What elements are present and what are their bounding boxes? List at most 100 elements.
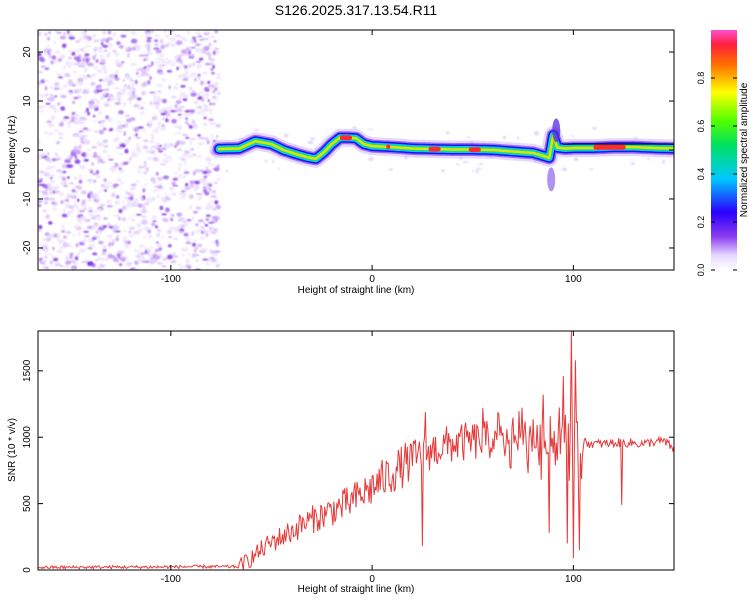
noise-speck [184,120,189,125]
noise-speck [171,62,175,67]
noise-speck [215,264,219,268]
noise-speck [185,137,190,139]
noise-speck [403,156,408,160]
noise-speck [136,68,143,71]
noise-speck [122,101,127,107]
y-tick-label: 10 [22,95,33,107]
noise-speck [215,123,221,128]
noise-speck [118,208,123,214]
noise-speck [210,250,215,254]
noise-speck [178,96,182,100]
noise-speck [204,205,211,211]
trace-hotspot [386,144,391,150]
noise-speck [171,214,175,217]
noise-speck [205,257,212,262]
noise-speck [113,31,117,37]
noise-speck [149,246,153,249]
noise-speck [59,192,64,197]
noise-speck [62,65,67,70]
noise-speck [310,137,316,141]
colorbar-tick-label: 0.0 [696,264,706,277]
noise-speck [138,54,146,57]
noise-speck [51,105,57,110]
noise-speck [44,232,50,237]
noise-speck [195,184,199,187]
noise-speck [51,55,57,60]
noise-speck [57,102,61,106]
noise-speck [72,70,77,74]
noise-speck [56,140,60,144]
noise-speck [43,264,47,270]
noise-speck [67,65,72,69]
noise-speck [73,225,80,229]
noise-speck [177,125,183,130]
noise-speck [109,167,116,172]
noise-speck [173,55,179,59]
noise-speck [62,242,69,248]
noise-speck [158,71,164,76]
noise-speck [212,139,217,143]
noise-speck [64,73,71,78]
noise-speck [46,253,53,256]
noise-speck [151,222,156,226]
noise-speck [161,98,167,104]
noise-speck [114,230,121,233]
noise-speck [136,213,142,216]
noise-speck [161,159,169,162]
noise-speck [51,207,58,211]
noise-speck [193,245,199,249]
noise-speck [210,163,216,166]
noise-speck [71,51,76,56]
noise-speck [114,193,117,198]
noise-speck [445,131,450,135]
noise-speck [208,112,213,115]
noise-speck [108,73,116,79]
noise-speck [129,96,134,99]
noise-speck [141,91,146,96]
noise-speck [106,37,113,41]
noise-speck [172,252,176,256]
noise-speck [160,236,166,238]
noise-speck [88,206,93,212]
noise-speck [191,216,195,221]
noise-speck [102,225,108,228]
noise-speck [54,50,61,54]
noise-speck [88,244,96,247]
noise-speck [53,129,59,132]
noise-speck [130,38,138,44]
noise-speck [102,245,107,248]
noise-speck [144,183,148,186]
noise-speck [97,142,104,147]
colorbar-ticks: 0.0 0.2 0.4 0.6 0.8 [696,72,737,277]
noise-speck [116,235,119,238]
noise-speck [189,180,195,183]
noise-speck [148,234,152,239]
noise-speck [124,161,129,164]
snr-frame [37,330,675,571]
noise-speck [171,43,177,48]
noise-speck [198,219,204,223]
noise-speck [91,216,97,220]
noise-speck [99,54,104,59]
noise-speck [190,92,197,97]
noise-speck [42,209,47,212]
noise-speck [176,66,180,71]
noise-speck [113,137,120,143]
trace-hotspot [428,146,441,152]
noise-speck [79,165,86,170]
noise-speck [175,58,179,63]
noise-speck [201,109,206,113]
noise-speck [203,105,209,111]
noise-speck [107,82,111,86]
snr-plot-area [38,331,674,570]
noise-speck [178,116,182,120]
noise-speck [189,194,194,199]
noise-speck [86,45,91,48]
noise-speck [210,68,214,71]
noise-speck [42,52,49,54]
noise-speck [45,237,52,242]
noise-speck [45,93,49,97]
noise-speck [195,105,199,110]
x-tick-label: 0 [369,574,375,585]
noise-speck [183,65,188,69]
